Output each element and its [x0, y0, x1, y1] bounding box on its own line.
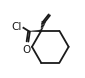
Text: Cl: Cl — [11, 22, 22, 32]
Polygon shape — [29, 30, 41, 32]
Text: O: O — [22, 45, 31, 55]
